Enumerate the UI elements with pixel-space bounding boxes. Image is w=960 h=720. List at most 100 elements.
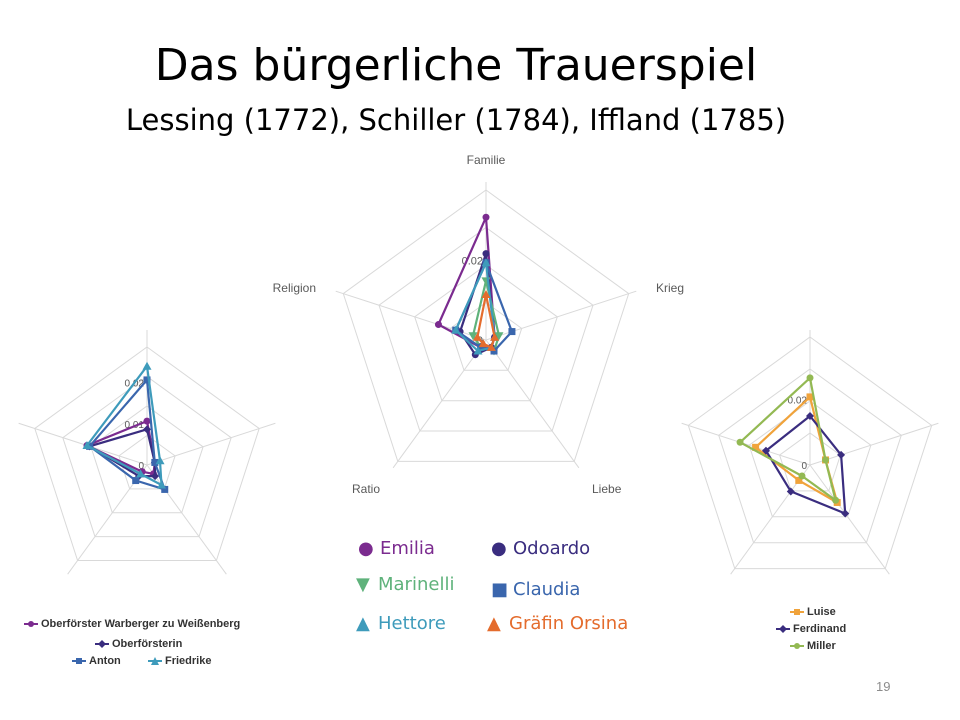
square-marker-icon [72, 658, 86, 665]
data-point-anton-krieg [151, 458, 159, 466]
grid-ring [34, 346, 260, 561]
data-point-graefin-orsina-krieg [490, 332, 500, 341]
legend-item-luise: Luise [790, 606, 836, 618]
data-point-claudia-liebe [490, 347, 498, 355]
data-point-luise-familie [806, 393, 814, 401]
grid-ring [118, 434, 176, 490]
legend-item-marinelli: ▼ Marinelli [356, 574, 455, 595]
legend-item-miller: Miller [790, 640, 836, 652]
grid-ring [687, 336, 933, 570]
grid-ring [718, 368, 902, 544]
data-point-emilia-familie [482, 213, 490, 221]
legend-item-oberfoerster: Oberförster Warberger zu Weißenberg [24, 618, 240, 630]
data-point-friedrike-liebe [157, 480, 167, 489]
circle-marker-icon: ● [358, 538, 374, 559]
data-point-odoardo-familie [482, 250, 490, 258]
square-marker-icon: ■ [491, 579, 509, 600]
axis-label-krieg: Krieg [656, 281, 684, 295]
series-line-anton [88, 378, 166, 491]
data-point-hettore-familie [481, 258, 491, 267]
data-point-friedrike-familie [142, 361, 152, 370]
data-point-anton-liebe [161, 485, 169, 493]
data-point-claudia-ratio [477, 343, 485, 351]
data-point-friedrike-religion [82, 440, 92, 449]
series-miller [736, 374, 840, 504]
grid-ring [748, 400, 872, 518]
data-point-anton-familie [143, 376, 151, 384]
series-line-miller [738, 376, 837, 502]
data-point-graefin-orsina-familie [481, 290, 491, 299]
data-point-marinelli-religion [468, 332, 478, 341]
grid-ring [449, 301, 523, 371]
data-point-friedrike-krieg [155, 456, 165, 465]
data-point-miller-liebe [832, 496, 840, 504]
slide-title: Das bürgerliche Trauerspiel [154, 40, 758, 91]
data-point-marinelli-krieg [494, 332, 504, 341]
circle-marker-icon [790, 643, 804, 650]
series-line-friedrike [85, 365, 163, 487]
axis-label-liebe: Liebe [592, 482, 622, 496]
tick-label: 0 [801, 461, 807, 472]
grid-ring [378, 226, 594, 432]
series-graefin-orsina [472, 290, 500, 351]
axis-spoke [485, 339, 580, 469]
axis-spoke [146, 464, 227, 575]
data-point-oberfoersterin-liebe [151, 472, 160, 481]
triangle-marker-icon [148, 657, 162, 666]
data-point-luise-ratio [795, 476, 803, 484]
data-point-graefin-orsina-religion [472, 332, 482, 341]
data-point-claudia-krieg [508, 328, 516, 336]
tick-label: 0.02 [788, 396, 808, 407]
legend-item-hettore: ▲ Hettore [356, 613, 446, 634]
data-point-miller-religion [736, 438, 744, 446]
triangle-marker-icon: ▲ [356, 613, 370, 634]
grid-ring [62, 375, 232, 538]
axis-spoke [681, 422, 811, 466]
series-friedrike [82, 361, 167, 489]
legend-item-ferdinand: Ferdinand [776, 623, 846, 635]
series-ferdinand [761, 411, 850, 518]
diamond-marker-icon [95, 640, 109, 649]
legend-item-emilia: ● Emilia [358, 538, 435, 559]
data-point-ferdinand-religion [761, 446, 770, 455]
circle-marker-icon [24, 621, 38, 628]
data-point-ferdinand-ratio [786, 487, 795, 496]
data-point-hettore-religion [451, 325, 461, 334]
triangle-down-marker-icon: ▼ [356, 574, 370, 595]
data-point-ferdinand-familie [806, 411, 814, 420]
slide-subtitle: Lessing (1772), Schiller (1784), Iffland… [125, 103, 787, 137]
series-line-ferdinand [764, 414, 847, 515]
tick-label: 0 [138, 461, 144, 472]
square-marker-icon [790, 609, 804, 616]
data-point-friedrike-ratio [136, 469, 146, 478]
series-line-graefin-orsina [476, 293, 496, 349]
data-point-luise-religion [752, 443, 760, 451]
legend-item-anton: Anton [72, 655, 121, 667]
radar-chart-3: 00.02 [681, 330, 939, 575]
axis-label-religion: Religion [273, 281, 316, 295]
data-point-emilia-religion [434, 321, 442, 329]
legend-item-oberfoersterin: Oberförsterin [95, 638, 182, 650]
diamond-marker-icon [776, 625, 790, 634]
axis-label-familie: Familie [467, 153, 506, 167]
axis-spoke [809, 464, 890, 575]
data-point-graefin-orsina-liebe [486, 342, 496, 351]
data-point-miller-krieg [822, 456, 830, 464]
axis-spoke [18, 422, 148, 466]
slide-number: 19 [876, 679, 891, 694]
data-point-graefin-orsina-ratio [478, 339, 488, 348]
data-point-ferdinand-liebe [841, 509, 850, 518]
grid-ring [342, 189, 630, 462]
data-point-oberfoerster-warberger-zu-weissenberg-familie [143, 417, 151, 425]
grid-ring [414, 264, 558, 402]
legend-item-graefin-orsina: ▲ Gräfin Orsina [487, 613, 629, 634]
data-point-ferdinand-krieg [837, 450, 846, 459]
axis-spoke [809, 422, 939, 466]
data-point-anton-ratio [132, 477, 140, 485]
data-point-hettore-ratio [473, 346, 483, 355]
triangle-marker-icon: ▲ [487, 613, 501, 634]
axis-label-ratio: Ratio [352, 482, 380, 496]
legend-item-odoardo: ● Odoardo [491, 538, 591, 559]
